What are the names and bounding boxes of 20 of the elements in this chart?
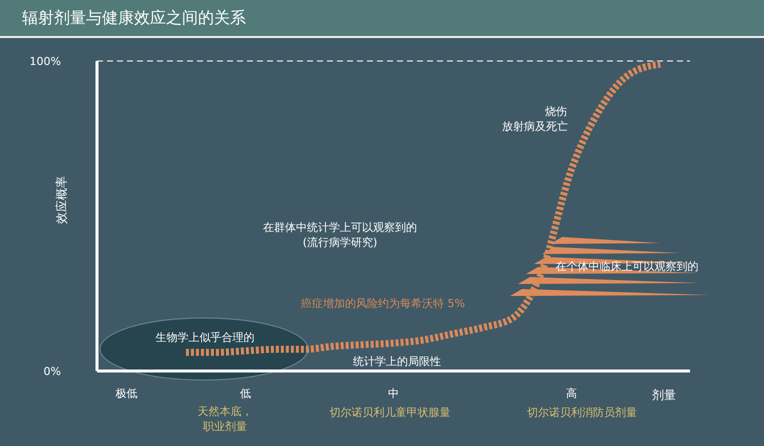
text: 天然本底， — [198, 404, 252, 419]
annotation: 统计学上的局限性 — [353, 354, 441, 369]
annotation: 放射病及死亡 — [502, 119, 568, 134]
x-tick-label: 高 — [566, 386, 577, 400]
text: 切尔诺贝利消防员剂量 — [527, 405, 637, 420]
annotation: 生物学上似乎合理的 — [156, 330, 254, 345]
x-tick-label: 低 — [240, 386, 251, 400]
annotation: (流行病学研究) — [302, 235, 378, 250]
y-tick-label: 0% — [44, 364, 61, 378]
x-tick-label: 极低 — [114, 386, 138, 400]
annotation: 在群体中统计学上可以观察到的 — [263, 220, 417, 235]
y-tick-label: 100% — [30, 54, 61, 68]
x-tick-label: 中 — [388, 386, 399, 400]
y-axis-title: 效应概率 — [54, 176, 70, 224]
chart-title: 辐射剂量与健康效应之间的关系 — [22, 8, 246, 29]
text: 职业剂量 — [203, 419, 247, 434]
annotation: 烧伤 — [545, 104, 567, 119]
annotation: 癌症增加的风险约为每希沃特 5% — [301, 296, 465, 311]
x-axis-title: 剂量 — [652, 387, 676, 404]
text: 切尔诺贝利儿童甲状腺量 — [330, 405, 450, 420]
